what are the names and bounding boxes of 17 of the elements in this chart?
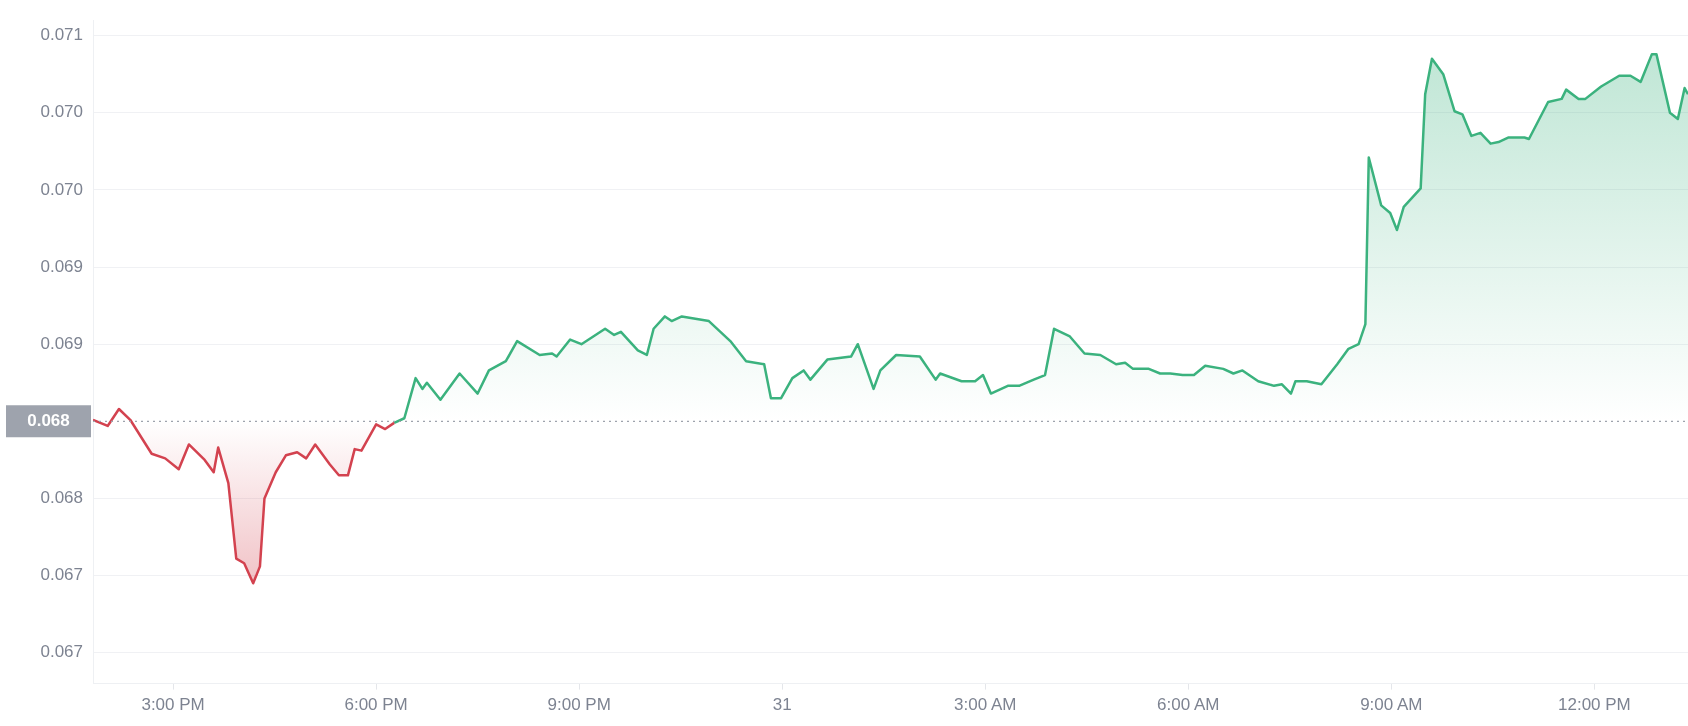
x-tick-label: 3:00 PM: [141, 695, 205, 715]
y-tick-label: 0.067: [40, 642, 83, 662]
x-tick-label: 3:00 AM: [954, 695, 1017, 715]
x-tick-label: 6:00 PM: [344, 695, 408, 715]
y-tick-label: 0.070: [40, 179, 83, 199]
x-tick-label: 9:00 AM: [1360, 695, 1423, 715]
x-tick-label: 12:00 PM: [1557, 695, 1631, 715]
x-tick-label: 31: [772, 695, 792, 715]
y-tick-label: 0.071: [40, 25, 83, 45]
x-tick-label: 9:00 PM: [547, 695, 611, 715]
y-tick-label: 0.068: [40, 488, 83, 508]
ref-line-label: 0.068: [27, 411, 70, 431]
x-tick-label: 6:00 AM: [1157, 695, 1220, 715]
y-tick-label: 0.067: [40, 565, 83, 585]
y-tick-label: 0.070: [40, 102, 83, 122]
y-tick-label: 0.069: [40, 333, 83, 353]
y-tick-label: 0.069: [40, 256, 83, 276]
